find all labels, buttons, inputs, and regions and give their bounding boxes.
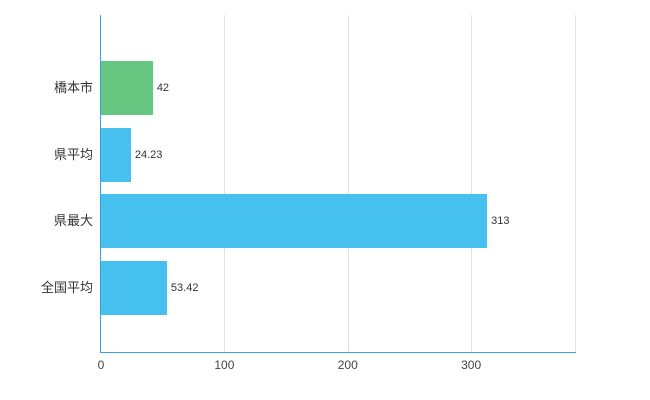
- gridline: [224, 15, 226, 352]
- value-label: 53.42: [170, 281, 199, 294]
- value-label: 42: [156, 82, 170, 94]
- x-tick-label: 0: [97, 358, 105, 372]
- x-tick-label: 300: [461, 358, 482, 372]
- x-tick-label: 200: [337, 358, 358, 372]
- value-label: 24.23: [134, 148, 163, 161]
- plot-area: 0 100 200 300 橋本市 42 県平均 24.23 県最大 313 全国平均 53.42: [41, 15, 576, 372]
- bar-全国平均: [101, 260, 167, 315]
- category-label: 県最大: [53, 213, 93, 228]
- category-label: 橋本市: [53, 80, 93, 95]
- value-label: 313: [491, 215, 510, 227]
- category-label: 全国平均: [40, 279, 93, 295]
- bar-県最大: [101, 194, 488, 248]
- x-tick-label: 100: [214, 358, 235, 372]
- gridline: [575, 15, 576, 352]
- bar-県平均: [101, 127, 131, 182]
- bar-橋本市: [101, 61, 153, 115]
- gridline: [347, 15, 349, 352]
- gridline: [471, 15, 473, 352]
- category-label: 県平均: [53, 146, 93, 162]
